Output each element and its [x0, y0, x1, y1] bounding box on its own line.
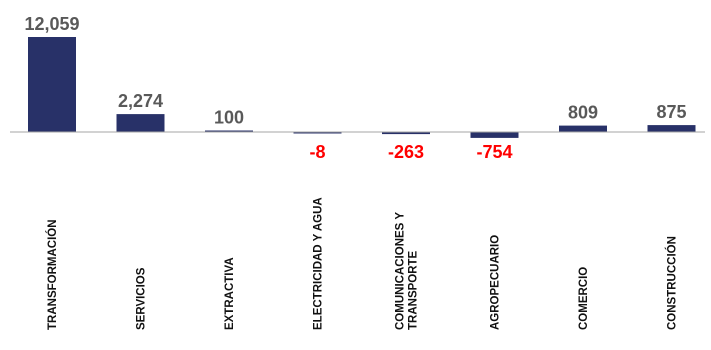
category-tick-label: EXTRACTIVA: [224, 257, 236, 330]
bar: [293, 132, 342, 134]
bars-group: [28, 37, 696, 138]
bar: [205, 130, 253, 132]
category-tick-label: SERVICIOS: [136, 267, 148, 330]
data-label: -263: [388, 142, 424, 162]
category-tick-label: COMERCIO: [578, 267, 590, 330]
bar: [28, 37, 76, 132]
category-labels-group: TRANSFORMACIÓN SERVICIOS EXTRACTIVA ELECTRI…: [46, 197, 679, 330]
category-tick-label: TRANSFORMACIÓN: [46, 219, 59, 330]
data-label: 100: [214, 108, 244, 128]
data-label: 809: [568, 103, 598, 123]
bar: [470, 132, 519, 138]
category-tick-label: COMUNICACIONES YTRANSPORTE: [395, 212, 420, 330]
bar: [559, 125, 607, 132]
bar: [382, 132, 430, 135]
data-label: -754: [476, 142, 512, 162]
category-tick-label: CONSTRUCCIÓN: [666, 236, 679, 330]
data-label: -8: [309, 142, 325, 162]
data-label: 2,274: [118, 91, 163, 111]
value-labels-group: 12,059 2,274 100 -8 -263 -754 809 875: [24, 14, 686, 162]
bar: [647, 125, 696, 132]
bar: [116, 114, 165, 132]
data-label: 12,059: [24, 14, 79, 34]
data-label: 875: [656, 102, 686, 122]
category-tick-label: ELECTRICIDAD Y AGUA: [313, 197, 325, 330]
category-tick-label: AGROPECUARIO: [490, 235, 502, 330]
